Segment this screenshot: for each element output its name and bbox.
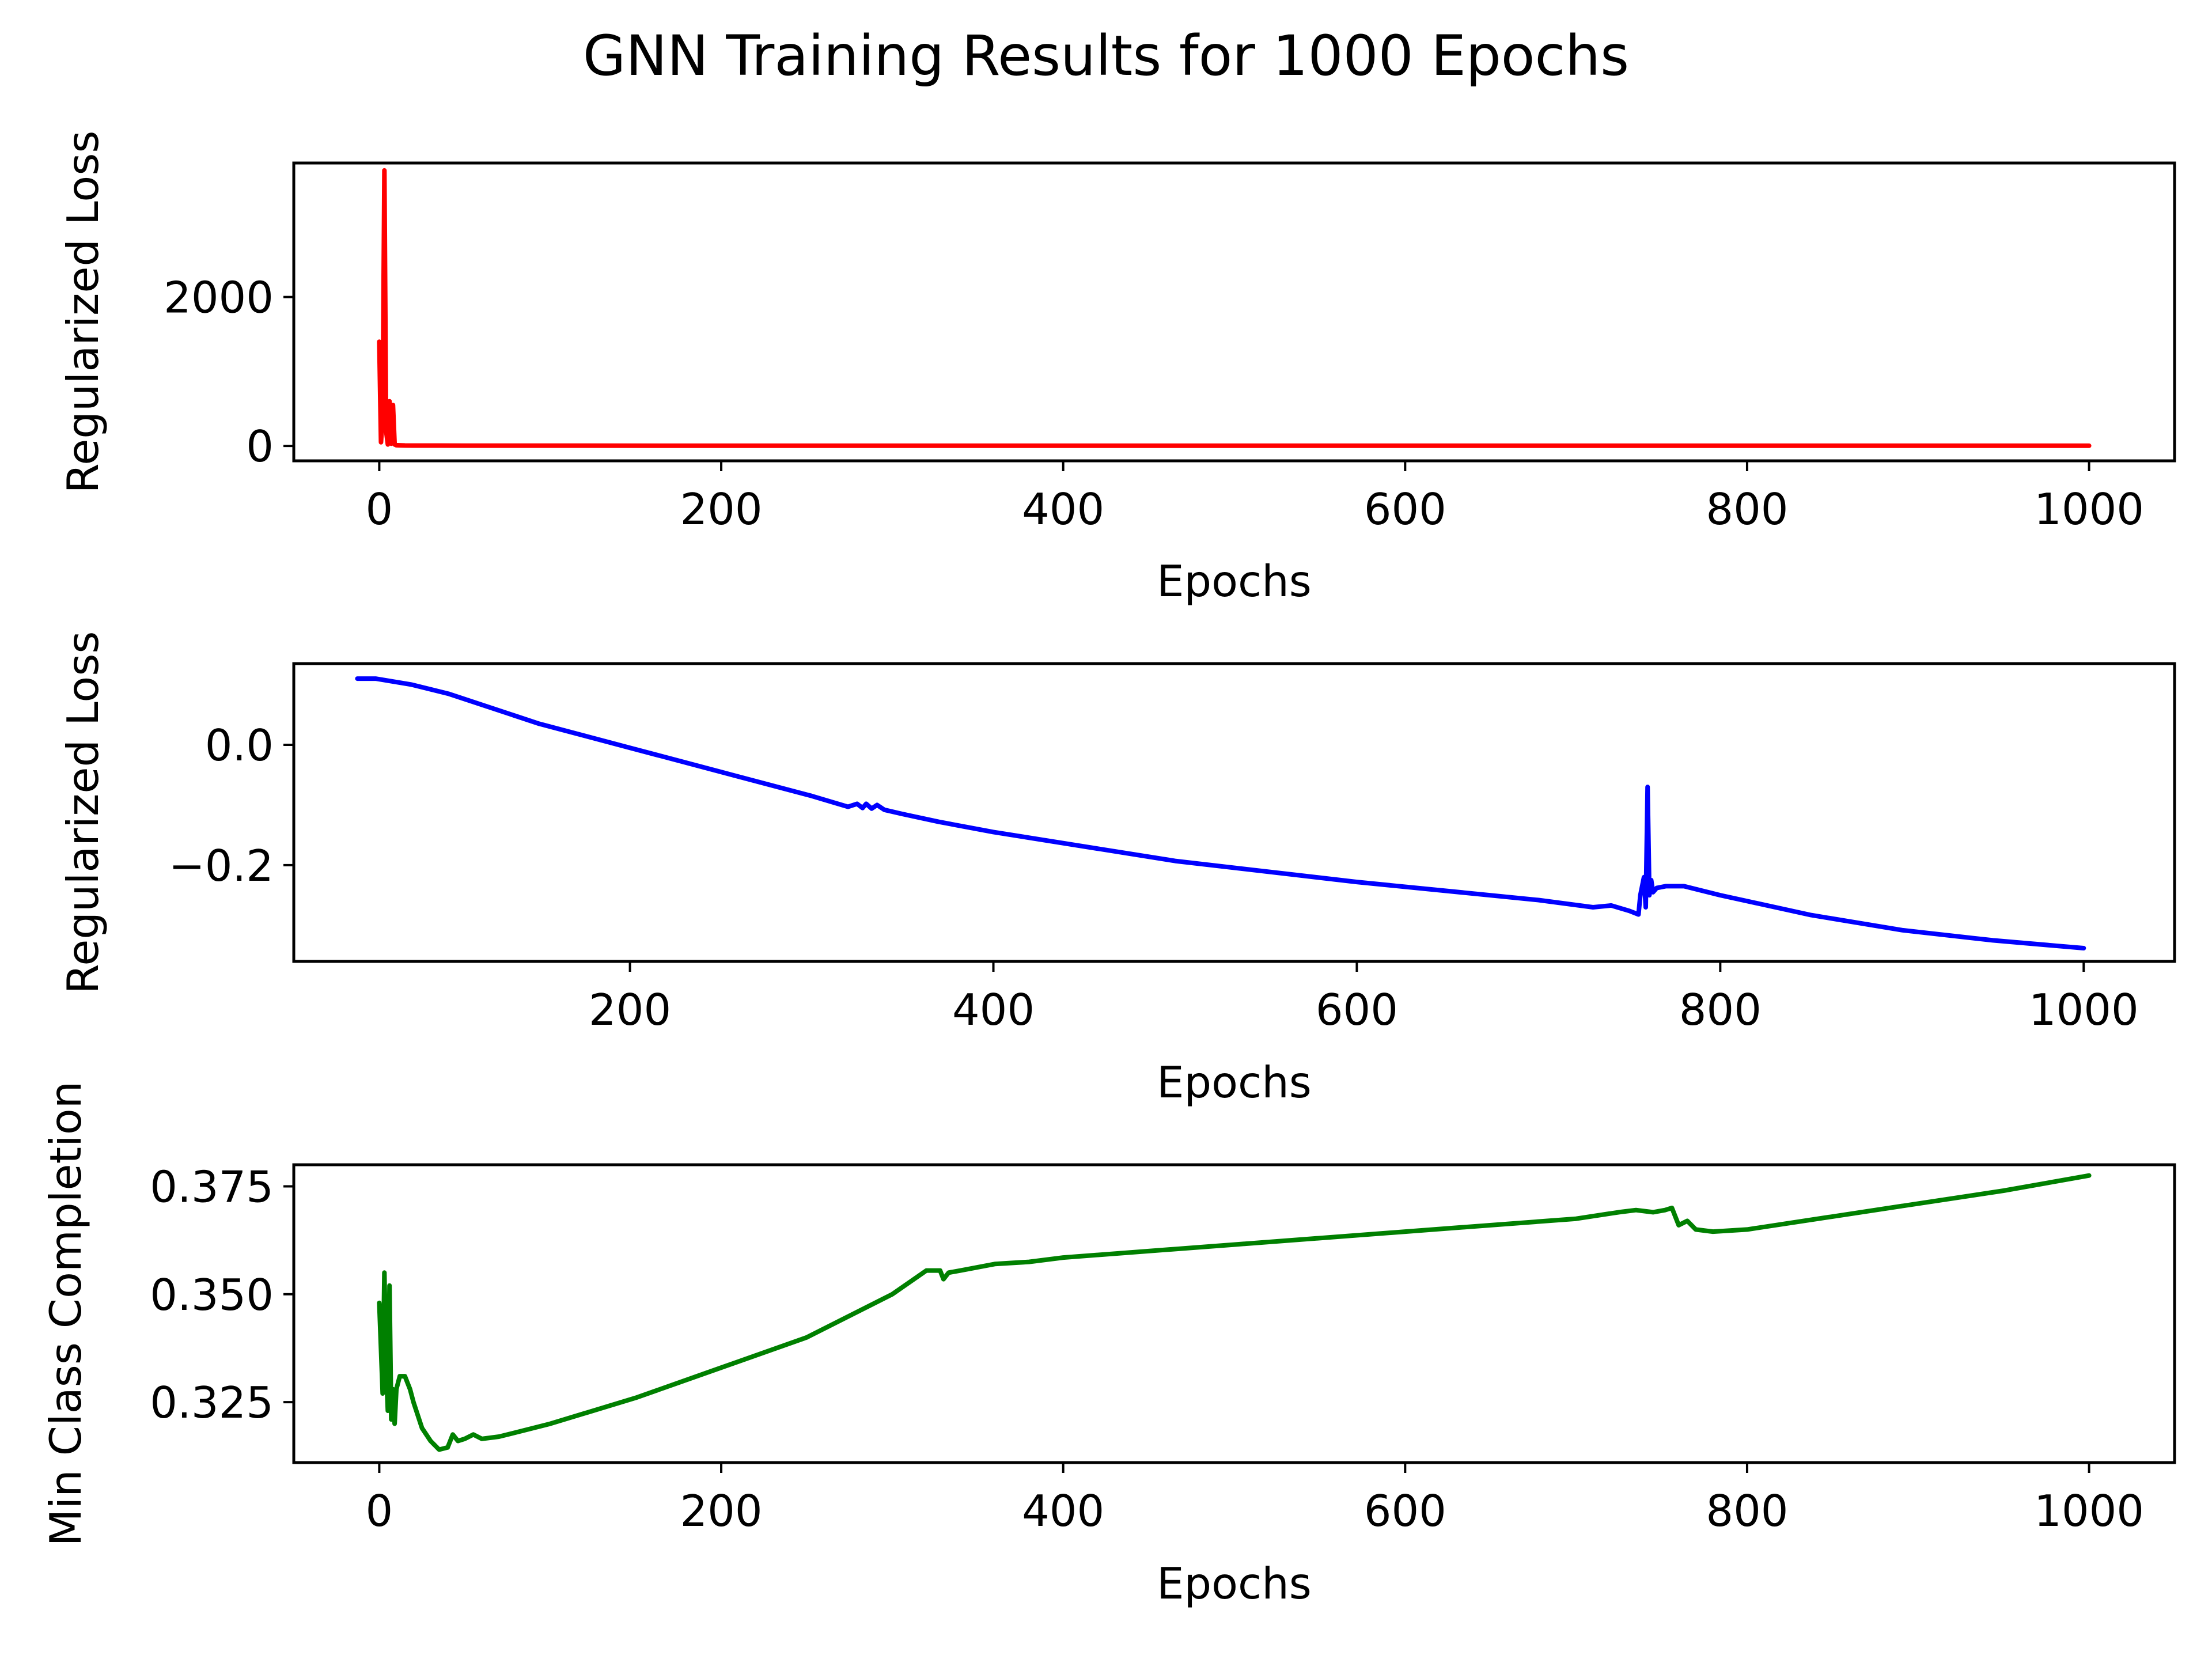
subplot-1: 0 200 400 600 800 1000 0 2000 Epochs Regularized …	[58, 131, 2176, 607]
y-tick-label: 2000	[164, 272, 274, 323]
axes-frame-1	[292, 161, 2176, 463]
x-tick-label: 600	[1316, 984, 1398, 1035]
x-tick-label: 200	[680, 484, 762, 535]
x-tick-label: 400	[1022, 1486, 1104, 1536]
subplot-3: 0 200 400 600 800 1000 0.325 0.350 0.375 Epochs Mi…	[40, 1081, 2176, 1609]
y-axis-label: Min Class Completion	[40, 1081, 91, 1547]
x-tick-label: 800	[1706, 484, 1788, 535]
x-axis-label: Epochs	[1157, 1558, 1312, 1609]
x-tick-label: 800	[1706, 1486, 1788, 1536]
y-tick-label: −0.2	[169, 840, 274, 891]
x-tick-label: 200	[680, 1486, 762, 1536]
x-tick-label: 400	[1022, 484, 1104, 535]
x-tick-label: 600	[1364, 1486, 1446, 1536]
x-axis-label: Epochs	[1157, 556, 1312, 607]
x-tick-label: 200	[589, 984, 671, 1035]
x-tick-label: 800	[1679, 984, 1762, 1035]
figure-title: GNN Training Results for 1000 Epochs	[583, 24, 1629, 88]
y-tick-label: 0.375	[150, 1161, 274, 1212]
x-tick-label: 1000	[2034, 1486, 2144, 1536]
series-line-3	[377, 1173, 2092, 1452]
axes-frame-3	[292, 1163, 2176, 1464]
x-axis-label: Epochs	[1157, 1057, 1312, 1108]
axes-frame-2	[292, 662, 2176, 963]
x-tick-label: 1000	[2029, 984, 2139, 1035]
subplots: 0 200 400 600 800 100002000EpochsRegularized …	[40, 131, 2176, 1609]
x-tick-label: 400	[952, 984, 1035, 1035]
x-tick-label: 0	[366, 484, 393, 535]
y-tick-label: 0.0	[205, 720, 274, 771]
subplot-2: 200 400 600 800 1000 0.0 −0.2 Epochs Regularized…	[58, 631, 2176, 1108]
x-tick-label: 600	[1364, 484, 1446, 535]
x-tick-label: 0	[366, 1486, 393, 1536]
y-tick-label: 0	[246, 421, 274, 472]
y-axis-label: Regularized Loss	[58, 631, 108, 994]
y-tick-label: 0.325	[150, 1377, 274, 1428]
y-tick-label: 0.350	[150, 1270, 274, 1320]
series-line-1	[377, 168, 2092, 448]
series-line-2	[355, 676, 2086, 950]
y-axis-label: Regularized Loss	[58, 131, 108, 494]
x-tick-label: 1000	[2034, 484, 2144, 535]
